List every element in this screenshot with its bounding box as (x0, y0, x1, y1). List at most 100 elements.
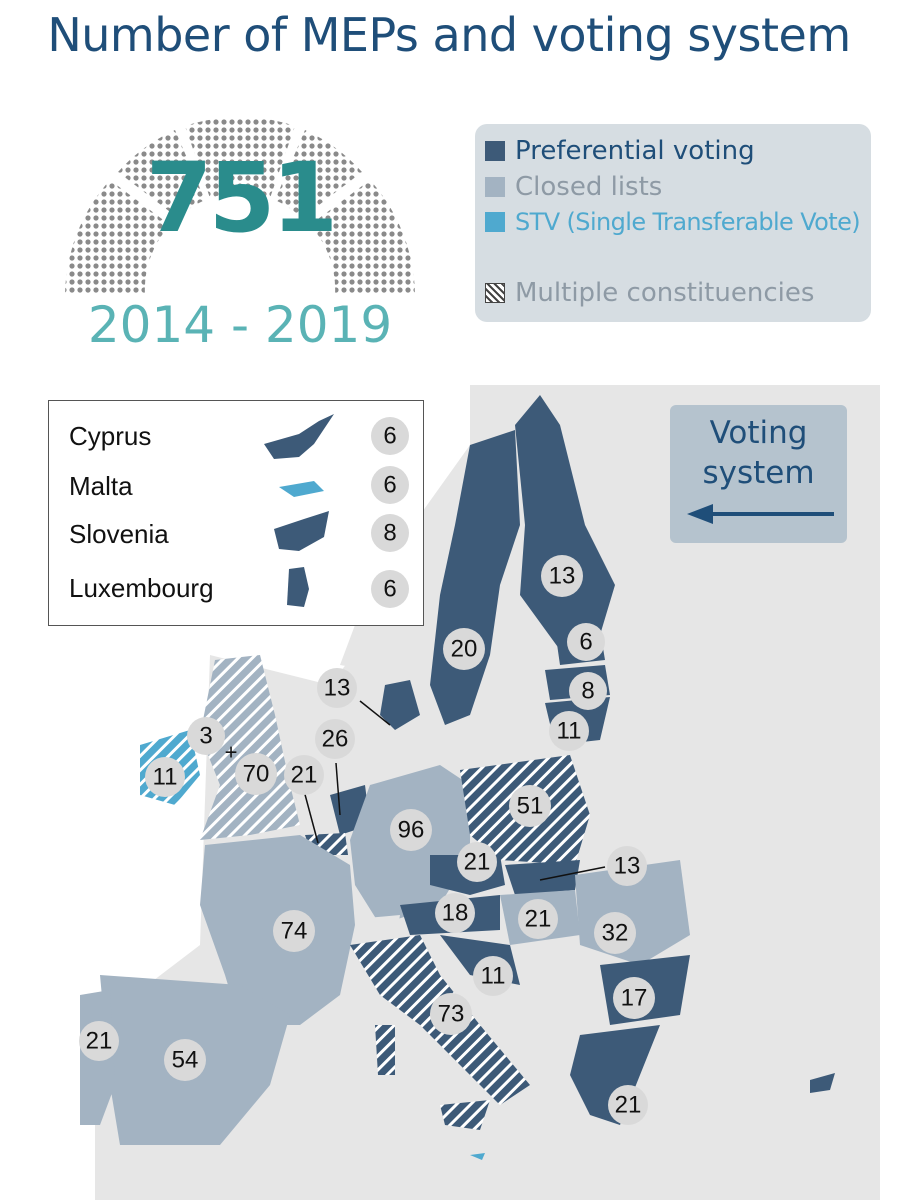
leader-slovakia (539, 866, 606, 881)
sardinia (375, 1025, 395, 1075)
voting-system-box: Voting system (670, 405, 847, 543)
label-spain: 54 (172, 1047, 199, 1074)
label-romania: 32 (602, 920, 629, 947)
label-latvia: 8 (581, 678, 594, 705)
voting-legend: Preferential voting Closed lists STV (Si… (475, 124, 871, 322)
label-austria: 18 (442, 900, 469, 927)
badge-czechia: 21 (457, 842, 497, 882)
badge-netherlands: 26 (315, 719, 355, 759)
luxembourg-shape (287, 567, 309, 607)
legend-multiple-label: Multiple constituencies (515, 278, 815, 308)
legend-preferential-label: Preferential voting (515, 136, 755, 166)
legend-stv-label: STV (Single Transferable Vote) (515, 208, 861, 236)
hemicycle-graphic (65, 117, 415, 295)
label-bulgaria: 17 (621, 985, 648, 1012)
badge-sweden: 20 (443, 628, 485, 670)
badge-uk: 70 (235, 753, 277, 795)
badge-hungary: 21 (518, 899, 558, 939)
label-czechia: 21 (464, 849, 491, 876)
small-states-inset: Cyprus Malta Slovenia Luxembourg 6 6 8 6 (48, 400, 424, 626)
label-denmark: 13 (324, 675, 351, 702)
inset-cyprus-badge (371, 417, 409, 455)
label-uk: 70 (243, 761, 270, 788)
malta-island (470, 1153, 485, 1160)
label-belgium: 21 (291, 762, 318, 789)
greece (570, 1025, 660, 1125)
slovenia-shape (274, 511, 329, 551)
badge-spain: 54 (164, 1039, 206, 1081)
inset-malta-badge (371, 466, 409, 504)
badge-italy: 73 (430, 993, 472, 1035)
legend-preferential: Preferential voting (485, 136, 755, 166)
inset-slovenia-badge (371, 514, 409, 552)
legend-multiple: Multiple constituencies (485, 278, 814, 308)
badge-portugal: 21 (79, 1021, 119, 1061)
closed-swatch (485, 177, 505, 197)
label-italy: 73 (438, 1001, 465, 1028)
legend-stv: STV (Single Transferable Vote) (485, 208, 861, 236)
total-meps: 751 (145, 142, 338, 254)
label-france: 74 (281, 918, 308, 945)
label-finland: 13 (549, 563, 576, 590)
label-croatia: 11 (481, 963, 506, 990)
inset-slovenia-name: Slovenia (69, 519, 169, 549)
slovakia (505, 860, 580, 895)
voting-system-line1: Voting (709, 415, 808, 451)
badge-ireland: 11 (145, 757, 185, 797)
voting-system-line2: system (702, 455, 815, 491)
label-estonia: 6 (579, 629, 592, 656)
badge-poland: 51 (509, 785, 551, 827)
stv-swatch (485, 212, 505, 232)
badge-lithuania: 11 (549, 711, 589, 751)
badge-finland: 13 (541, 555, 583, 597)
malta-shape (279, 481, 324, 497)
hatch-swatch (485, 283, 505, 303)
label-poland: 51 (517, 793, 544, 820)
finland (515, 395, 615, 650)
denmark (380, 680, 420, 730)
badge-northern-ireland: 3 (187, 717, 225, 755)
inset-shapes: 6 6 8 6 (264, 414, 409, 608)
badge-germany: 96 (390, 809, 432, 851)
inset-malta-seats: 6 (383, 472, 396, 499)
badge-latvia: 8 (569, 672, 607, 710)
badge-belgium: 21 (284, 755, 324, 795)
badge-greece: 21 (608, 1085, 648, 1125)
inset-slovenia-seats: 8 (383, 520, 396, 547)
inset-luxembourg-name: Luxembourg (69, 573, 214, 603)
united-kingdom (200, 655, 300, 840)
inset-luxembourg-badge (371, 570, 409, 608)
inset-malta-name: Malta (69, 471, 133, 501)
preferential-swatch (485, 141, 505, 161)
label-plus: + (225, 740, 238, 765)
page-title: Number of MEPs and voting system (47, 8, 851, 62)
legend-closed: Closed lists (485, 172, 662, 202)
label-portugal: 21 (86, 1028, 113, 1055)
arrow-left-icon (686, 504, 834, 524)
badge-france: 74 (273, 910, 315, 952)
badge-romania: 32 (594, 912, 636, 954)
inset-luxembourg-seats: 6 (383, 576, 396, 603)
badge-estonia: 6 (567, 623, 605, 661)
label-sweden: 20 (451, 636, 478, 663)
legend-closed-label: Closed lists (515, 172, 663, 202)
legislative-period: 2014 - 2019 (87, 296, 393, 354)
europe-map: 13 20 6 8 11 13 26 21 11 3 + 70 96 51 21… (79, 385, 880, 1200)
inset-cyprus-seats: 6 (383, 423, 396, 450)
cyprus-island (810, 1073, 835, 1093)
label-germany: 96 (398, 817, 425, 844)
badge-slovakia: 13 (607, 846, 647, 886)
label-ireland: 11 (153, 764, 178, 791)
badge-denmark: 13 (317, 668, 357, 708)
leader-netherlands (335, 762, 341, 816)
label-netherlands: 26 (322, 726, 349, 753)
label-greece: 21 (615, 1092, 642, 1119)
label-slovakia: 13 (614, 853, 641, 880)
badge-austria: 18 (435, 893, 475, 933)
leader-denmark (359, 700, 391, 726)
inset-cyprus-name: Cyprus (69, 421, 152, 451)
badge-croatia: 11 (473, 956, 513, 996)
sicily (440, 1100, 490, 1130)
label-lithuania: 11 (557, 718, 582, 745)
cyprus-shape (264, 414, 334, 459)
